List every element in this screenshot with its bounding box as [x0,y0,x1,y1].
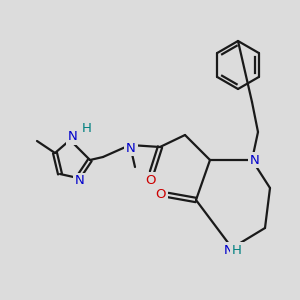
Text: N: N [250,154,260,166]
Text: N: N [224,244,234,256]
Text: N: N [126,142,136,154]
Text: N: N [75,175,85,188]
Text: O: O [156,188,166,202]
Text: O: O [145,173,155,187]
Text: N: N [68,130,78,143]
Text: H: H [232,244,242,256]
Text: H: H [82,122,92,134]
